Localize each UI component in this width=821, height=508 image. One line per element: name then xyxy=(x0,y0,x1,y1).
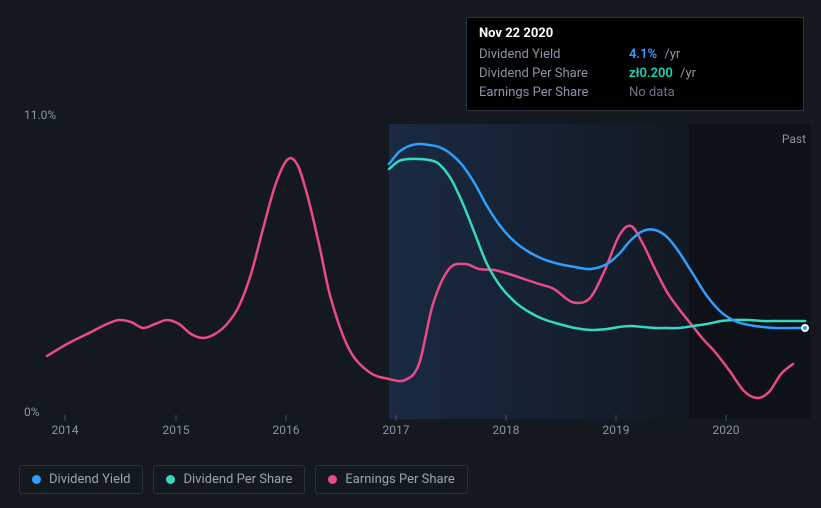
x-tick: 2014 xyxy=(52,423,79,437)
x-tick: 2017 xyxy=(383,423,410,437)
x-tick: 2015 xyxy=(163,423,190,437)
chart-tooltip: Nov 22 2020 Dividend Yield4.1% /yrDivide… xyxy=(466,17,804,111)
y-axis-min: 0% xyxy=(24,405,40,419)
legend-label: Dividend Yield xyxy=(49,472,130,487)
tooltip-label: Earnings Per Share xyxy=(479,85,629,100)
legend-swatch xyxy=(166,475,175,484)
tooltip-row: Earnings Per ShareNo data xyxy=(479,83,791,102)
tooltip-unit: /yr xyxy=(677,66,696,81)
legend-swatch xyxy=(32,475,41,484)
x-tick: 2020 xyxy=(713,423,740,437)
x-tick: 2019 xyxy=(603,423,630,437)
tooltip-unit: /yr xyxy=(661,47,680,62)
legend-label: Earnings Per Share xyxy=(345,472,454,487)
y-axis-max: 11.0% xyxy=(24,108,56,122)
tooltip-label: Dividend Yield xyxy=(479,47,629,62)
chart: 11.0% Past 0% 20142015201620172018201920… xyxy=(19,108,810,443)
legend: Dividend Yield Dividend Per Share Earnings… xyxy=(19,465,468,494)
legend-item[interactable]: Dividend Yield xyxy=(19,465,143,494)
past-label: Past xyxy=(782,132,806,146)
x-tick: 2018 xyxy=(493,423,520,437)
series-line xyxy=(389,159,805,330)
series-line xyxy=(47,158,793,398)
chart-lines xyxy=(19,124,810,419)
legend-item[interactable]: Earnings Per Share xyxy=(315,465,467,494)
series-line xyxy=(389,144,805,328)
tooltip-row: Dividend Yield4.1% /yr xyxy=(479,45,791,64)
tooltip-value: No data xyxy=(629,85,675,100)
x-axis: 2014 2015 2016 2017 2018 2019 2020 xyxy=(19,423,810,443)
series-end-marker xyxy=(801,324,809,332)
legend-label: Dividend Per Share xyxy=(183,472,292,487)
tooltip-label: Dividend Per Share xyxy=(479,66,629,81)
tooltip-row: Dividend Per Sharezł0.200 /yr xyxy=(479,64,791,83)
tooltip-value: zł0.200 /yr xyxy=(629,66,696,81)
x-tick: 2016 xyxy=(273,423,300,437)
legend-item[interactable]: Dividend Per Share xyxy=(153,465,305,494)
legend-swatch xyxy=(328,475,337,484)
tooltip-date: Nov 22 2020 xyxy=(479,26,791,41)
tooltip-value: 4.1% /yr xyxy=(629,47,680,62)
plot-area xyxy=(19,124,810,419)
